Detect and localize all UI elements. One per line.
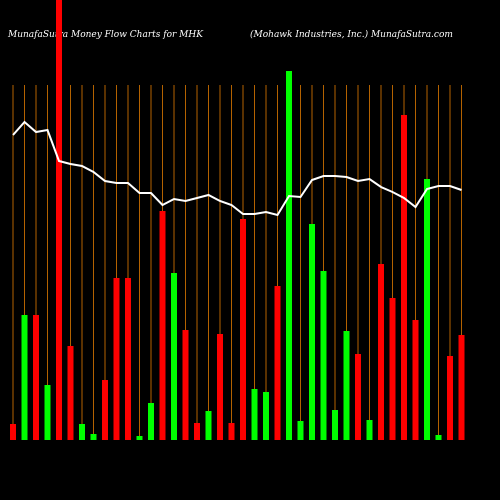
bar [10, 424, 16, 440]
bar [424, 179, 430, 440]
bar [332, 410, 338, 440]
bar [343, 331, 350, 440]
bar [205, 411, 212, 440]
bar [378, 264, 384, 440]
bar [171, 273, 177, 440]
bar [228, 423, 235, 440]
bar [401, 115, 407, 440]
bar [102, 380, 108, 440]
bar [217, 334, 223, 440]
bar [113, 278, 120, 440]
bar [286, 71, 292, 440]
bar [412, 320, 419, 440]
bar [67, 346, 74, 440]
bar [251, 389, 258, 440]
bar [44, 385, 51, 440]
chart-subtitle: (Mohawk Industries, Inc.) MunafaSutra.co… [250, 29, 453, 40]
bar [366, 420, 373, 440]
bar [125, 278, 131, 440]
bar [56, 0, 62, 440]
flow-line [12, 120, 462, 217]
bar [33, 315, 39, 440]
bar [240, 219, 246, 440]
bar [136, 436, 143, 440]
bar [79, 424, 85, 440]
bar [274, 286, 281, 440]
chart-title: MunafaSutra Money Flow Charts for MHK [7, 30, 204, 40]
bar [263, 392, 269, 440]
bar [435, 435, 442, 440]
bar [458, 335, 465, 440]
bar [309, 224, 315, 440]
bar [182, 330, 189, 440]
bar [447, 356, 453, 440]
bar [148, 403, 154, 440]
bar [194, 423, 200, 440]
bar [159, 211, 166, 440]
bar [21, 315, 28, 440]
bar [389, 298, 396, 440]
bar [320, 271, 327, 440]
bar [297, 421, 304, 440]
bar [90, 434, 97, 440]
bar [355, 354, 361, 440]
